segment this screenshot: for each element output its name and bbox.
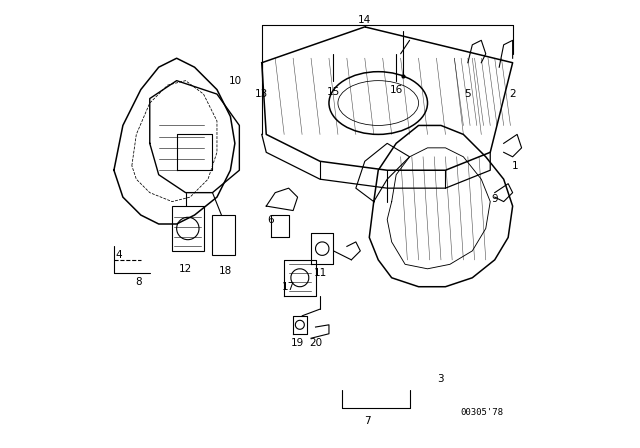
Text: 14: 14 — [358, 15, 371, 25]
Text: 18: 18 — [220, 266, 232, 276]
Text: 17: 17 — [282, 282, 295, 292]
Text: 00305'78: 00305'78 — [461, 408, 504, 417]
Text: 13: 13 — [255, 89, 268, 99]
Text: 1: 1 — [511, 161, 518, 171]
Text: 5: 5 — [465, 89, 471, 99]
Text: 16: 16 — [390, 85, 403, 95]
Text: 9: 9 — [492, 194, 498, 204]
Text: 19: 19 — [291, 338, 304, 348]
Text: 8: 8 — [135, 277, 142, 287]
Text: 15: 15 — [327, 87, 340, 97]
Text: 2: 2 — [509, 89, 516, 99]
Text: 7: 7 — [364, 416, 371, 426]
Text: 20: 20 — [309, 338, 322, 348]
Text: 4: 4 — [115, 250, 122, 260]
Text: 12: 12 — [179, 264, 192, 274]
Text: 6: 6 — [268, 215, 274, 224]
Text: 11: 11 — [314, 268, 326, 278]
Text: 10: 10 — [228, 76, 241, 86]
Text: 3: 3 — [438, 374, 444, 383]
